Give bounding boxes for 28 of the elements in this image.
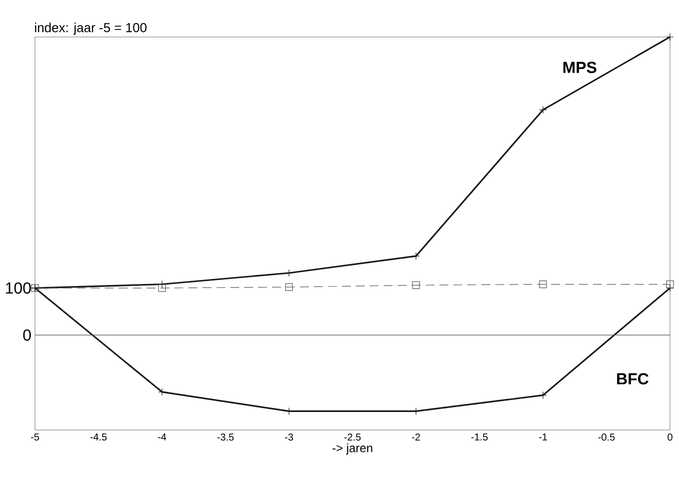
series-label: MPS bbox=[563, 62, 596, 74]
point bbox=[666, 284, 674, 292]
x-axis-title: -> jaren bbox=[332, 443, 372, 455]
y-tick-label: 100 bbox=[6, 282, 31, 294]
point bbox=[539, 106, 547, 114]
x-tick-label: -5 bbox=[30, 434, 40, 440]
point bbox=[412, 252, 420, 260]
y-axis-title: index: jaar -5 = 100 bbox=[35, 22, 147, 35]
point bbox=[539, 280, 547, 288]
point bbox=[539, 391, 547, 400]
x-tick-label: -4.5 bbox=[90, 434, 107, 440]
x-tick-label: 0 bbox=[668, 434, 672, 441]
x-tick-label: -4 bbox=[158, 434, 166, 440]
x-tick-label: -3 bbox=[284, 434, 294, 441]
point bbox=[158, 388, 166, 396]
x-tick-label: -1 bbox=[538, 434, 547, 440]
series-label: BFC bbox=[617, 373, 648, 384]
point bbox=[666, 280, 674, 288]
x-tick-label: -2.5 bbox=[344, 434, 361, 441]
point bbox=[666, 33, 674, 41]
x-tick-label: -1.5 bbox=[471, 434, 488, 440]
point bbox=[285, 269, 293, 277]
point bbox=[285, 283, 293, 291]
x-tick-label: -2 bbox=[412, 434, 420, 440]
x-tick-label: -0.5 bbox=[598, 434, 615, 441]
x-tick-label: -3.5 bbox=[217, 434, 234, 441]
point bbox=[158, 284, 166, 292]
point bbox=[412, 281, 420, 290]
